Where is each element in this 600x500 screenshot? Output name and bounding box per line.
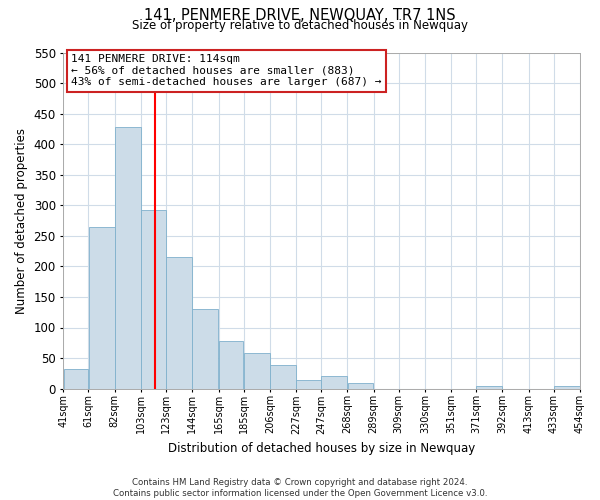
Y-axis label: Number of detached properties: Number of detached properties: [15, 128, 28, 314]
Text: 141, PENMERE DRIVE, NEWQUAY, TR7 1NS: 141, PENMERE DRIVE, NEWQUAY, TR7 1NS: [144, 8, 456, 22]
X-axis label: Distribution of detached houses by size in Newquay: Distribution of detached houses by size …: [168, 442, 475, 455]
Text: 141 PENMERE DRIVE: 114sqm
← 56% of detached houses are smaller (883)
43% of semi: 141 PENMERE DRIVE: 114sqm ← 56% of detac…: [71, 54, 382, 88]
Bar: [193, 309, 218, 388]
Bar: [554, 386, 580, 388]
Bar: [219, 341, 244, 388]
Bar: [115, 127, 141, 388]
Bar: [64, 369, 88, 388]
Text: Size of property relative to detached houses in Newquay: Size of property relative to detached ho…: [132, 19, 468, 32]
Text: Contains HM Land Registry data © Crown copyright and database right 2024.
Contai: Contains HM Land Registry data © Crown c…: [113, 478, 487, 498]
Bar: [321, 376, 347, 388]
Bar: [296, 380, 321, 388]
Bar: [270, 365, 296, 388]
Bar: [244, 352, 269, 388]
Bar: [347, 383, 373, 388]
Bar: [166, 257, 192, 388]
Bar: [476, 386, 502, 388]
Bar: [141, 210, 166, 388]
Bar: [89, 226, 115, 388]
